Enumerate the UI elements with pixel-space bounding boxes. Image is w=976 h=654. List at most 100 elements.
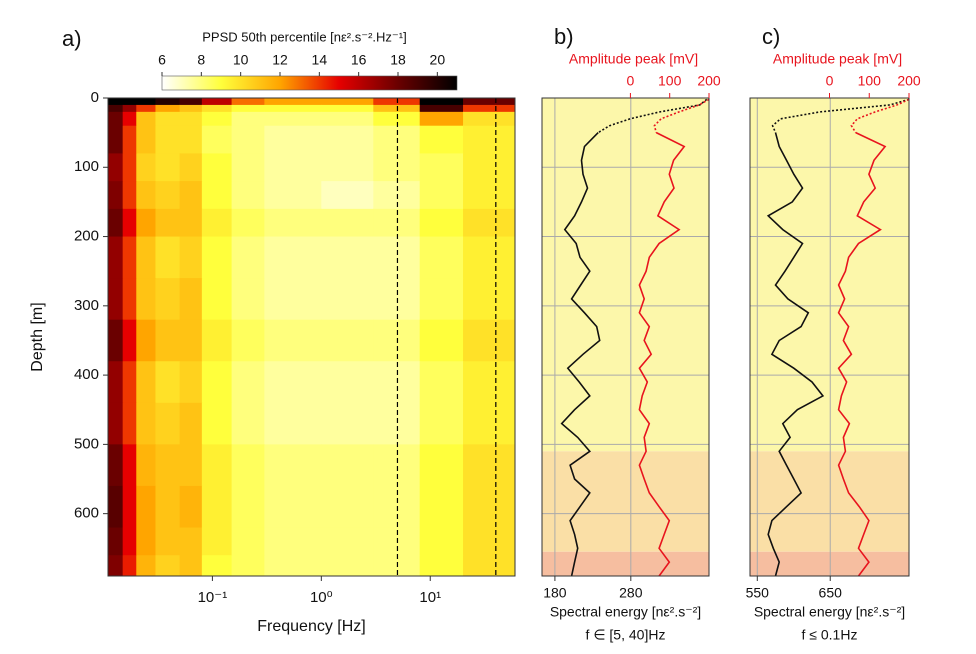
heatmap-cell bbox=[136, 208, 156, 238]
heatmap-cell bbox=[155, 181, 181, 210]
heatmap-cell bbox=[373, 98, 421, 106]
y-tick-label: 300 bbox=[74, 297, 99, 314]
profile-line bbox=[766, 132, 825, 577]
heatmap-cell bbox=[231, 402, 265, 445]
heatmap-cell bbox=[108, 485, 124, 529]
heatmap-cell bbox=[321, 402, 374, 445]
heatmap-cell bbox=[136, 444, 156, 487]
colorbar-tick-label: 8 bbox=[197, 52, 205, 68]
heatmap-cell bbox=[373, 402, 421, 445]
colorbar-tick-label: 6 bbox=[158, 52, 166, 68]
heatmap-cell bbox=[122, 111, 137, 127]
heatmap-cell bbox=[155, 104, 181, 113]
heatmap-cell bbox=[419, 98, 464, 106]
heatmap-cell bbox=[321, 278, 374, 321]
heatmap-cell bbox=[155, 125, 181, 154]
heatmap-cell bbox=[155, 236, 181, 279]
heatmap-cell bbox=[108, 125, 124, 154]
x2-tick-label: 100 bbox=[658, 73, 682, 89]
heatmap-cell bbox=[373, 111, 421, 127]
heatmap-cell bbox=[108, 208, 124, 238]
heatmap-cell bbox=[373, 236, 421, 279]
depth-zone bbox=[750, 451, 909, 552]
heatmap-cell bbox=[108, 236, 124, 279]
profile-line bbox=[638, 131, 686, 577]
heatmap-cell bbox=[122, 98, 137, 106]
heatmap-cell bbox=[463, 527, 516, 556]
colorbar bbox=[161, 75, 458, 91]
heatmap-cell bbox=[419, 236, 464, 279]
heatmap-cell bbox=[419, 181, 464, 210]
heatmap-cell bbox=[463, 444, 516, 487]
heatmap-cell bbox=[122, 236, 137, 279]
heatmap-cell bbox=[419, 111, 464, 127]
colorbar-tick-label: 20 bbox=[430, 52, 446, 68]
heatmap-cell bbox=[264, 444, 322, 487]
heatmap-cell bbox=[136, 319, 156, 362]
heatmap-cell bbox=[179, 555, 203, 577]
heatmap-cell bbox=[264, 361, 322, 404]
heatmap-cell bbox=[136, 527, 156, 556]
heatmap-cell bbox=[264, 208, 322, 238]
heatmap-cell bbox=[264, 319, 322, 362]
heatmap-cell bbox=[373, 125, 421, 154]
profile-line bbox=[560, 132, 601, 577]
heatmap-cell bbox=[179, 361, 203, 404]
heatmap-cell bbox=[179, 236, 203, 279]
heatmap-cell bbox=[463, 111, 516, 127]
heatmap-cell bbox=[136, 181, 156, 210]
heatmap-cell bbox=[231, 181, 265, 210]
heatmap-cell bbox=[321, 236, 374, 279]
heatmap-cell bbox=[201, 208, 233, 238]
profile-line bbox=[850, 98, 910, 134]
heatmap-cell bbox=[108, 153, 124, 182]
heatmap-cell bbox=[179, 153, 203, 182]
profile-line bbox=[837, 131, 887, 577]
heatmap-cell bbox=[155, 402, 181, 445]
heatmap-cell bbox=[136, 153, 156, 182]
band-note: f ≤ 0.1Hz bbox=[802, 627, 858, 643]
heatmap-cell bbox=[108, 527, 124, 556]
heatmap-cell bbox=[463, 236, 516, 279]
heatmap-cell bbox=[463, 104, 516, 113]
heatmap-cell bbox=[321, 319, 374, 362]
heatmap-cell bbox=[201, 153, 233, 182]
heatmap-cell bbox=[463, 402, 516, 445]
heatmap-cell bbox=[231, 319, 265, 362]
heatmap-cell bbox=[373, 555, 421, 577]
heatmap-cell bbox=[155, 555, 181, 577]
profile-line bbox=[771, 98, 910, 133]
heatmap-cell bbox=[463, 153, 516, 182]
heatmap-cell bbox=[136, 361, 156, 404]
heatmap-cell bbox=[321, 98, 374, 106]
x2-tick-label: 0 bbox=[826, 73, 834, 89]
heatmap-cell bbox=[463, 208, 516, 238]
heatmap-cell bbox=[231, 444, 265, 487]
heatmap-cell bbox=[122, 555, 137, 577]
heatmap-cell bbox=[179, 98, 203, 106]
heatmap-cell bbox=[264, 485, 322, 529]
heatmap-cell bbox=[264, 125, 322, 154]
heatmap-cell bbox=[155, 98, 181, 106]
heatmap-cell bbox=[321, 181, 374, 210]
profile-line bbox=[653, 98, 710, 133]
x-tick-label: 10¹ bbox=[419, 589, 441, 606]
x-tick-label: 280 bbox=[619, 585, 643, 601]
heatmap-cell bbox=[201, 527, 233, 556]
x-tick-label: 650 bbox=[819, 585, 843, 601]
heatmap-cell bbox=[122, 485, 137, 529]
heatmap-cell bbox=[155, 278, 181, 321]
heatmap-cell bbox=[264, 111, 322, 127]
heatmap-cell bbox=[231, 555, 265, 577]
heatmap-cell bbox=[419, 361, 464, 404]
heatmap-cell bbox=[108, 555, 124, 577]
heatmap-cell bbox=[419, 485, 464, 529]
heatmap-cell bbox=[108, 444, 124, 487]
heatmap-cell bbox=[122, 104, 137, 113]
heatmap-cell bbox=[122, 319, 137, 362]
x-tick-label: 180 bbox=[543, 585, 567, 601]
heatmap-cell bbox=[136, 98, 156, 106]
panel-label: b) bbox=[554, 24, 574, 49]
heatmap-cell bbox=[179, 527, 203, 556]
